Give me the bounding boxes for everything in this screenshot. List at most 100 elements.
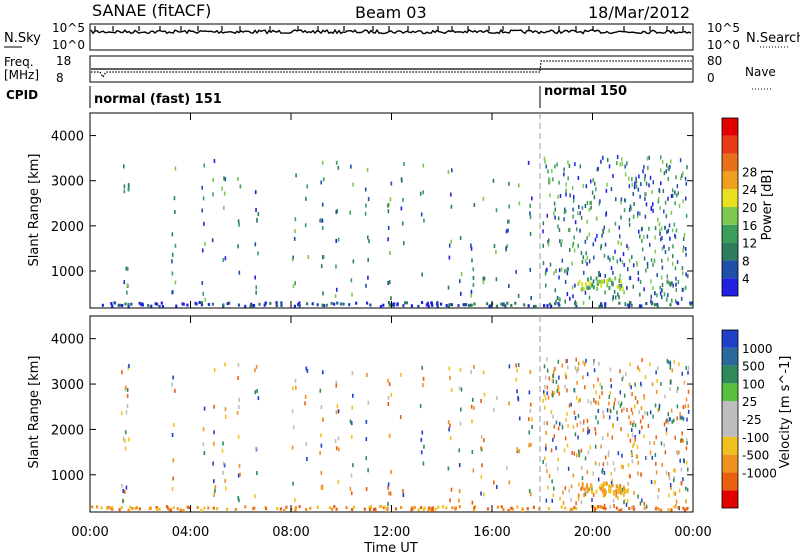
echo-cell xyxy=(587,399,590,404)
echo-cell xyxy=(661,283,664,288)
colorbar-tick-label: 500 xyxy=(742,360,765,374)
echo-cell xyxy=(473,364,475,369)
echo-cell xyxy=(339,302,343,306)
echo-cell xyxy=(678,362,680,367)
echo-cell xyxy=(320,443,323,448)
echo-cell xyxy=(602,229,605,234)
echo-cell xyxy=(560,505,563,509)
echo-cell xyxy=(181,302,184,306)
colorbar-swatch xyxy=(722,419,738,437)
echo-cell xyxy=(636,444,639,449)
echo-cell xyxy=(664,394,666,399)
echo-cell xyxy=(655,506,658,510)
echo-cell xyxy=(481,463,483,468)
echo-cell xyxy=(601,489,604,494)
echo-cell xyxy=(658,222,661,227)
echo-cell xyxy=(531,196,533,201)
echo-cell xyxy=(685,460,688,465)
echo-cell xyxy=(664,249,667,254)
echo-cell xyxy=(626,489,629,494)
echo-cell xyxy=(608,401,610,406)
echo-cell xyxy=(616,259,619,264)
echo-cell xyxy=(591,283,594,288)
echo-cell xyxy=(502,507,505,511)
echo-cell xyxy=(586,482,589,487)
echo-cell xyxy=(160,301,163,305)
echo-cell xyxy=(651,382,654,387)
echo-cell xyxy=(672,254,674,259)
echo-cell xyxy=(516,505,519,509)
echo-cell xyxy=(588,280,591,285)
echo-cell xyxy=(577,435,579,440)
echo-cell xyxy=(387,485,389,490)
echo-cell xyxy=(619,403,622,408)
echo-cell xyxy=(548,302,551,306)
echo-cell xyxy=(530,417,533,422)
echo-cell xyxy=(349,419,352,424)
echo-cell xyxy=(544,283,547,288)
echo-cell xyxy=(165,505,169,509)
echo-cell xyxy=(351,405,354,410)
echo-cell xyxy=(470,370,472,375)
echo-cell xyxy=(552,370,555,375)
echo-cell xyxy=(580,287,583,292)
echo-cell xyxy=(531,425,533,430)
echo-cell xyxy=(202,442,205,447)
echo-cell xyxy=(500,505,503,509)
echo-cell xyxy=(508,283,510,288)
echo-cell xyxy=(670,486,672,491)
echo-cell xyxy=(628,276,631,281)
echo-cell xyxy=(222,441,224,446)
echo-cell xyxy=(600,483,603,488)
echo-cell xyxy=(527,417,530,422)
echo-cell xyxy=(637,471,639,476)
echo-cell xyxy=(632,444,634,449)
echo-cell xyxy=(646,264,649,269)
echo-cell xyxy=(581,482,584,487)
echo-cell xyxy=(367,275,369,280)
colorbar-swatch xyxy=(722,347,738,366)
echo-cell xyxy=(609,489,612,494)
echo-cell xyxy=(592,242,595,247)
echo-cell xyxy=(305,441,307,446)
echo-cell xyxy=(202,291,204,296)
colorbar-swatch xyxy=(722,330,738,348)
echo-cell xyxy=(472,267,475,272)
echo-cell xyxy=(622,375,625,380)
echo-cell xyxy=(640,304,643,308)
echo-cell xyxy=(256,471,258,476)
echo-cell xyxy=(614,295,617,300)
echo-cell xyxy=(527,160,530,165)
echo-cell xyxy=(596,233,598,238)
colorbar-tick-label: -1000 xyxy=(742,466,777,480)
echo-cell xyxy=(448,427,450,432)
echo-cell xyxy=(171,486,174,491)
x-axis: 00:00 04:00 08:00 12:00 16:00 20:00 00:00 xyxy=(71,525,711,540)
echo-cell xyxy=(322,177,325,182)
echo-cell xyxy=(656,293,658,298)
echo-cell xyxy=(667,508,670,512)
echo-cell xyxy=(617,240,620,245)
echo-cell xyxy=(668,223,671,228)
echo-cell xyxy=(570,402,572,407)
echo-cell xyxy=(213,368,216,373)
freq-unit: [MHz] xyxy=(4,68,39,82)
echo-cell xyxy=(665,427,668,432)
echo-cell xyxy=(436,301,439,305)
echo-cell xyxy=(482,370,485,375)
echo-cell xyxy=(598,395,601,400)
echo-cell xyxy=(685,365,688,370)
echo-cell xyxy=(588,259,591,264)
echo-cell xyxy=(365,487,368,492)
echo-cell xyxy=(641,358,643,363)
echo-cell xyxy=(436,304,439,308)
echo-cell xyxy=(687,370,689,375)
echo-cell xyxy=(636,262,638,267)
echo-cell xyxy=(682,416,685,421)
echo-cell xyxy=(564,209,567,214)
echo-cell xyxy=(402,488,404,493)
echo-cell xyxy=(591,497,593,502)
echo-cell xyxy=(676,389,678,394)
cpid-segment-2: normal 150 xyxy=(544,84,627,99)
echo-cell xyxy=(584,362,586,367)
